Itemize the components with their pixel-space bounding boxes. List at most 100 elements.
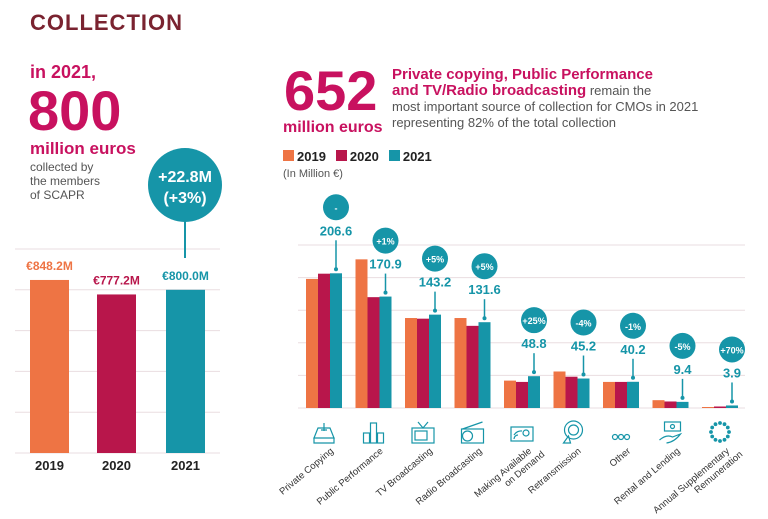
data-label: €848.2M: [26, 259, 73, 273]
shape: [617, 433, 625, 441]
bar-2021: [478, 322, 491, 408]
change-bubble: [323, 194, 349, 221]
change-bubble-text: +22.8M: [158, 169, 212, 186]
bar-2021: [627, 381, 639, 408]
value-dot: [631, 375, 635, 380]
bar-2020: [714, 406, 726, 408]
star: [722, 437, 727, 442]
bar-2019: [504, 380, 516, 408]
bar-2020: [615, 381, 627, 408]
star: [722, 422, 727, 427]
star: [713, 422, 718, 427]
desc-line: remain the: [589, 83, 652, 98]
legend-2020: 2020: [335, 149, 379, 164]
category-label-line: Other: [608, 446, 633, 470]
star: [710, 425, 715, 430]
value-label: 45.2: [571, 339, 596, 354]
change-bubble: [148, 148, 222, 222]
change-bubble: [669, 332, 696, 359]
bar-2021: [676, 401, 689, 408]
shape: [460, 428, 485, 444]
change-label: -5%: [674, 342, 690, 352]
shape: [376, 432, 385, 444]
change-label: +25%: [522, 316, 545, 326]
star: [718, 439, 722, 443]
radio-icon: [460, 421, 485, 444]
bar-2020: [516, 381, 528, 408]
hard-drive-icon: [313, 423, 335, 444]
shape: [611, 433, 619, 441]
top3-amount: 652: [284, 59, 378, 122]
eu-stars-icon: [709, 421, 731, 443]
bar-2020: [417, 318, 429, 408]
value-dot: [680, 395, 685, 400]
shape: [462, 421, 483, 430]
bar-2020: [97, 294, 136, 453]
star: [713, 437, 718, 442]
page-title: COLLECTION: [30, 10, 183, 35]
x-tick-label: 2020: [102, 458, 131, 473]
value-label: 48.8: [521, 336, 546, 351]
legend-2021: 2021: [388, 149, 432, 164]
change-label: -4%: [575, 319, 591, 329]
bar-2019: [603, 381, 615, 408]
bar-2019: [553, 371, 566, 408]
bar-2019: [454, 318, 467, 408]
satellite-dish-icon: [562, 420, 584, 444]
desc-line: collected by: [30, 160, 94, 174]
bar-2021: [166, 289, 205, 453]
shape: [567, 424, 580, 436]
change-label: +70%: [720, 345, 743, 355]
money-hand-icon: [659, 421, 683, 444]
value-dot: [383, 290, 388, 295]
streaming-icon: [510, 426, 534, 442]
shape: [362, 432, 371, 444]
category-label: Annual SupplementaryRemuneration: [651, 441, 745, 519]
change-bubble: [620, 312, 646, 339]
shape: [659, 432, 683, 444]
legend-2019: 2019: [283, 149, 326, 164]
tv-icon: [411, 421, 435, 444]
bar-2021: [379, 296, 392, 408]
change-bubble: [372, 227, 399, 254]
value-label: 143.2: [419, 275, 452, 290]
shape: [562, 434, 572, 444]
shape: [414, 430, 428, 441]
change-bubble: [471, 253, 498, 280]
bar-2020: [565, 376, 578, 408]
total-amount: 800: [28, 79, 122, 142]
bar-2020: [466, 325, 479, 408]
bar-2019: [355, 259, 368, 408]
star: [725, 434, 730, 439]
change-bubble: [521, 307, 547, 334]
change-bubble: [422, 245, 448, 272]
headline-line: Private copying, Public Performance: [392, 66, 653, 83]
category-label: Other: [608, 446, 633, 470]
bar-2020: [318, 273, 330, 408]
shape: [522, 429, 530, 437]
value-label: 40.2: [620, 342, 645, 357]
top3-unit: million euros: [283, 119, 383, 136]
value-label: 9.4: [673, 362, 692, 377]
value-dot: [581, 372, 586, 377]
change-label: +1%: [376, 237, 394, 247]
desc-line: representing 82% of the total collection: [392, 115, 617, 130]
shape: [663, 421, 682, 432]
bar-2019: [702, 407, 714, 408]
bar-2021: [330, 273, 342, 408]
bar-2021: [726, 405, 738, 408]
change-label: +5%: [426, 255, 444, 265]
total-description: collected by the members of SCAPR: [30, 160, 100, 202]
bar-2020: [664, 401, 677, 408]
bar-2021: [429, 314, 441, 408]
bar-2021: [528, 376, 540, 408]
bar-2019: [405, 318, 417, 408]
change-bubble: [719, 336, 745, 363]
bar-2020: [367, 297, 380, 408]
star: [718, 421, 722, 425]
total-unit: million euros: [30, 139, 136, 158]
change-label: -: [335, 203, 338, 213]
change-label: -1%: [625, 322, 641, 332]
change-bubble-text: (+3%): [163, 190, 206, 207]
